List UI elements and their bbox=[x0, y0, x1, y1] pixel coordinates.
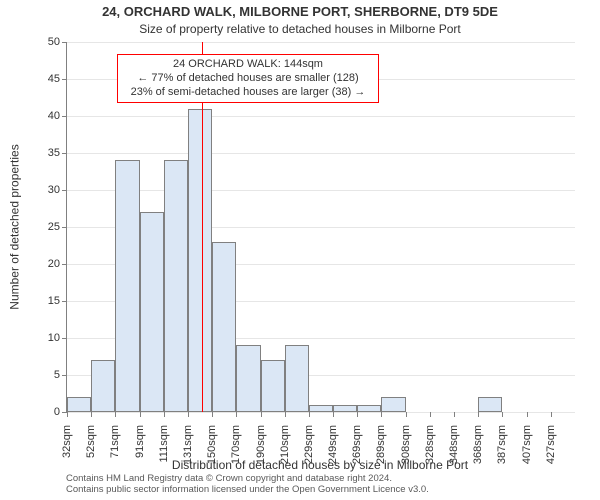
x-tick-mark bbox=[333, 412, 334, 417]
x-tick-label: 91sqm bbox=[134, 425, 146, 465]
attribution-text: Contains HM Land Registry data © Crown c… bbox=[66, 474, 574, 496]
annotation-line: 23% of semi-detached houses are larger (… bbox=[126, 86, 370, 100]
y-tick-mark bbox=[62, 338, 67, 339]
x-tick-label: 328sqm bbox=[424, 425, 436, 465]
histogram-bar bbox=[285, 345, 309, 412]
chart-subtitle: Size of property relative to detached ho… bbox=[0, 22, 600, 36]
y-tick-mark bbox=[62, 375, 67, 376]
x-tick-label: 249sqm bbox=[327, 425, 339, 465]
x-tick-mark bbox=[115, 412, 116, 417]
grid-line bbox=[67, 116, 575, 117]
y-tick-mark bbox=[62, 153, 67, 154]
y-tick-label: 35 bbox=[20, 147, 60, 159]
annotation-line: 24 ORCHARD WALK: 144sqm bbox=[126, 58, 370, 72]
grid-line bbox=[67, 153, 575, 154]
x-tick-label: 269sqm bbox=[351, 425, 363, 465]
x-tick-mark bbox=[406, 412, 407, 417]
histogram-bar bbox=[140, 212, 164, 412]
annotation-line: ← 77% of detached houses are smaller (12… bbox=[126, 72, 370, 86]
x-tick-label: 289sqm bbox=[375, 425, 387, 465]
x-tick-mark bbox=[285, 412, 286, 417]
histogram-bar bbox=[188, 109, 212, 412]
y-tick-mark bbox=[62, 42, 67, 43]
chart-title: 24, ORCHARD WALK, MILBORNE PORT, SHERBOR… bbox=[0, 4, 600, 19]
x-tick-mark bbox=[502, 412, 503, 417]
x-tick-label: 427sqm bbox=[545, 425, 557, 465]
x-tick-label: 32sqm bbox=[61, 425, 73, 465]
x-tick-mark bbox=[261, 412, 262, 417]
plot-area: 24 ORCHARD WALK: 144sqm← 77% of detached… bbox=[66, 42, 575, 413]
x-tick-label: 131sqm bbox=[182, 425, 194, 465]
y-tick-label: 45 bbox=[20, 73, 60, 85]
x-tick-label: 52sqm bbox=[85, 425, 97, 465]
x-tick-label: 71sqm bbox=[109, 425, 121, 465]
histogram-bar bbox=[236, 345, 260, 412]
x-tick-mark bbox=[140, 412, 141, 417]
y-tick-label: 10 bbox=[20, 332, 60, 344]
y-tick-label: 0 bbox=[20, 406, 60, 418]
x-tick-mark bbox=[430, 412, 431, 417]
y-tick-label: 30 bbox=[20, 184, 60, 196]
x-tick-mark bbox=[309, 412, 310, 417]
x-tick-mark bbox=[236, 412, 237, 417]
x-tick-label: 407sqm bbox=[521, 425, 533, 465]
x-tick-mark bbox=[164, 412, 165, 417]
x-tick-mark bbox=[527, 412, 528, 417]
x-tick-mark bbox=[454, 412, 455, 417]
attribution-line-2: Contains public sector information licen… bbox=[66, 485, 574, 496]
chart-container: 24, ORCHARD WALK, MILBORNE PORT, SHERBOR… bbox=[0, 0, 600, 500]
y-tick-mark bbox=[62, 264, 67, 265]
histogram-bar bbox=[67, 397, 91, 412]
x-tick-label: 368sqm bbox=[472, 425, 484, 465]
x-tick-label: 348sqm bbox=[448, 425, 460, 465]
x-tick-mark bbox=[188, 412, 189, 417]
y-tick-mark bbox=[62, 190, 67, 191]
x-tick-mark bbox=[212, 412, 213, 417]
x-tick-label: 229sqm bbox=[303, 425, 315, 465]
x-tick-mark bbox=[381, 412, 382, 417]
x-tick-label: 150sqm bbox=[206, 425, 218, 465]
y-tick-mark bbox=[62, 301, 67, 302]
y-tick-label: 25 bbox=[20, 221, 60, 233]
y-tick-mark bbox=[62, 116, 67, 117]
x-tick-mark bbox=[67, 412, 68, 417]
histogram-bar bbox=[91, 360, 115, 412]
histogram-bar bbox=[212, 242, 236, 412]
x-tick-mark bbox=[478, 412, 479, 417]
x-tick-label: 308sqm bbox=[400, 425, 412, 465]
histogram-bar bbox=[115, 160, 139, 412]
y-tick-label: 50 bbox=[20, 36, 60, 48]
x-tick-label: 210sqm bbox=[279, 425, 291, 465]
grid-line bbox=[67, 412, 575, 413]
x-tick-mark bbox=[551, 412, 552, 417]
x-tick-mark bbox=[91, 412, 92, 417]
x-tick-label: 387sqm bbox=[496, 425, 508, 465]
y-tick-mark bbox=[62, 227, 67, 228]
y-tick-mark bbox=[62, 79, 67, 80]
x-tick-label: 111sqm bbox=[158, 425, 170, 465]
grid-line bbox=[67, 42, 575, 43]
histogram-bar bbox=[478, 397, 502, 412]
y-tick-label: 15 bbox=[20, 295, 60, 307]
y-tick-label: 20 bbox=[20, 258, 60, 270]
grid-line bbox=[67, 190, 575, 191]
histogram-bar bbox=[357, 405, 381, 412]
histogram-bar bbox=[164, 160, 188, 412]
y-tick-label: 5 bbox=[20, 369, 60, 381]
x-tick-mark bbox=[357, 412, 358, 417]
histogram-bar bbox=[333, 405, 357, 412]
x-tick-label: 190sqm bbox=[255, 425, 267, 465]
annotation-box: 24 ORCHARD WALK: 144sqm← 77% of detached… bbox=[117, 54, 379, 103]
histogram-bar bbox=[381, 397, 405, 412]
x-tick-label: 170sqm bbox=[230, 425, 242, 465]
histogram-bar bbox=[309, 405, 333, 412]
histogram-bar bbox=[261, 360, 285, 412]
y-tick-label: 40 bbox=[20, 110, 60, 122]
